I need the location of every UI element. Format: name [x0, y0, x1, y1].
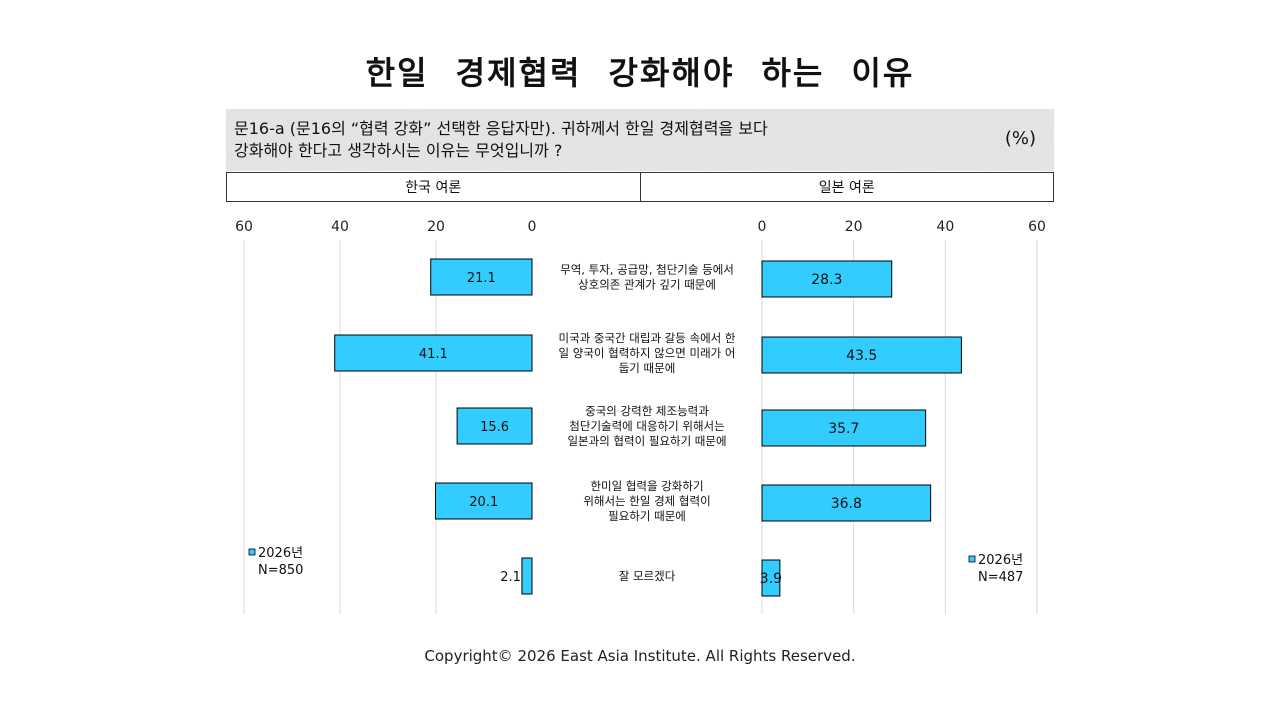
category-label: 위해서는 한일 경제 협력이 [583, 494, 710, 508]
header-japan: 일본 여론 [639, 173, 1054, 201]
bar-japan [761, 336, 962, 374]
tick-label-right: 60 [1028, 219, 1046, 235]
bar-korea [435, 482, 533, 520]
data-label-japan: 43.5 [846, 348, 877, 364]
data-label-korea: 21.1 [467, 271, 496, 286]
bar-korea [456, 407, 533, 445]
category-label: 첨단기술력에 대응하기 위해서는 [569, 419, 724, 433]
category-label: 중국의 강력한 제조능력과 [585, 404, 709, 418]
tick-label-left: 60 [235, 219, 253, 235]
tick-label-right: 20 [845, 219, 863, 235]
data-label-japan: 36.8 [831, 496, 862, 512]
question-box: 문16-a (문16의 “협력 강화” 선택한 응답자만). 귀하께서 한일 경… [226, 109, 1054, 171]
page-title: 한일 경제협력 강화해야 하는 이유 [365, 54, 915, 92]
panel-header-row: 한국 여론 일본 여론 [226, 172, 1054, 202]
data-label-korea: 15.6 [480, 420, 509, 435]
bar-korea [430, 258, 533, 296]
legend-japan-label: 2026년 [978, 553, 1023, 568]
bar-korea [334, 334, 533, 372]
category-label: 일본과의 협력이 필요하기 때문에 [567, 434, 726, 448]
category-label: 잘 모르겠다 [619, 569, 676, 583]
bar-japan [761, 559, 781, 597]
bar-korea [521, 557, 533, 595]
tick-label-left: 0 [528, 219, 537, 235]
data-label-japan: 28.3 [811, 272, 842, 288]
category-label: 둡기 때문에 [619, 361, 676, 375]
legend-korea-swatch [248, 548, 256, 556]
bar-japan [761, 409, 927, 447]
legend-korea-n: N=850 [258, 563, 303, 578]
bar-japan [761, 260, 893, 298]
tick-label-right: 0 [758, 219, 767, 235]
data-label-korea: 41.1 [419, 347, 448, 362]
category-label: 한미일 협력을 강화하기 [590, 479, 703, 493]
data-label-korea: 20.1 [469, 495, 498, 510]
data-label-japan: 3.9 [760, 571, 782, 587]
tick-label-left: 40 [331, 219, 349, 235]
category-label: 상호의존 관계가 깊기 때문에 [578, 278, 716, 292]
legend-japan-swatch [968, 555, 976, 563]
tick-label-left: 20 [427, 219, 445, 235]
category-label: 무역, 투자, 공급망, 첨단기술 등에서 [560, 263, 734, 277]
copyright-footer: Copyright© 2026 East Asia Institute. All… [424, 647, 856, 665]
header-korea: 한국 여론 [405, 180, 462, 196]
tick-label-right: 40 [936, 219, 954, 235]
data-label-korea: 2.1 [500, 570, 521, 585]
unit-label: (%) [1004, 128, 1036, 149]
legend-korea-label: 2026년 [258, 546, 303, 561]
category-label: 일 양국이 협력하지 않으면 미래가 어 [559, 346, 736, 360]
legend-japan-n: N=487 [978, 570, 1023, 585]
bar-japan [761, 484, 932, 522]
category-label: 미국과 중국간 대립과 갈등 속에서 한 [559, 331, 736, 345]
category-label: 필요하기 때문에 [608, 509, 686, 523]
data-label-japan: 35.7 [828, 421, 859, 437]
question-line-2: 강화해야 한다고 생각하시는 이유는 무엇입니까 ? [234, 141, 563, 160]
question-line-1: 문16-a (문16의 “협력 강화” 선택한 응답자만). 귀하께서 한일 경… [234, 119, 768, 138]
